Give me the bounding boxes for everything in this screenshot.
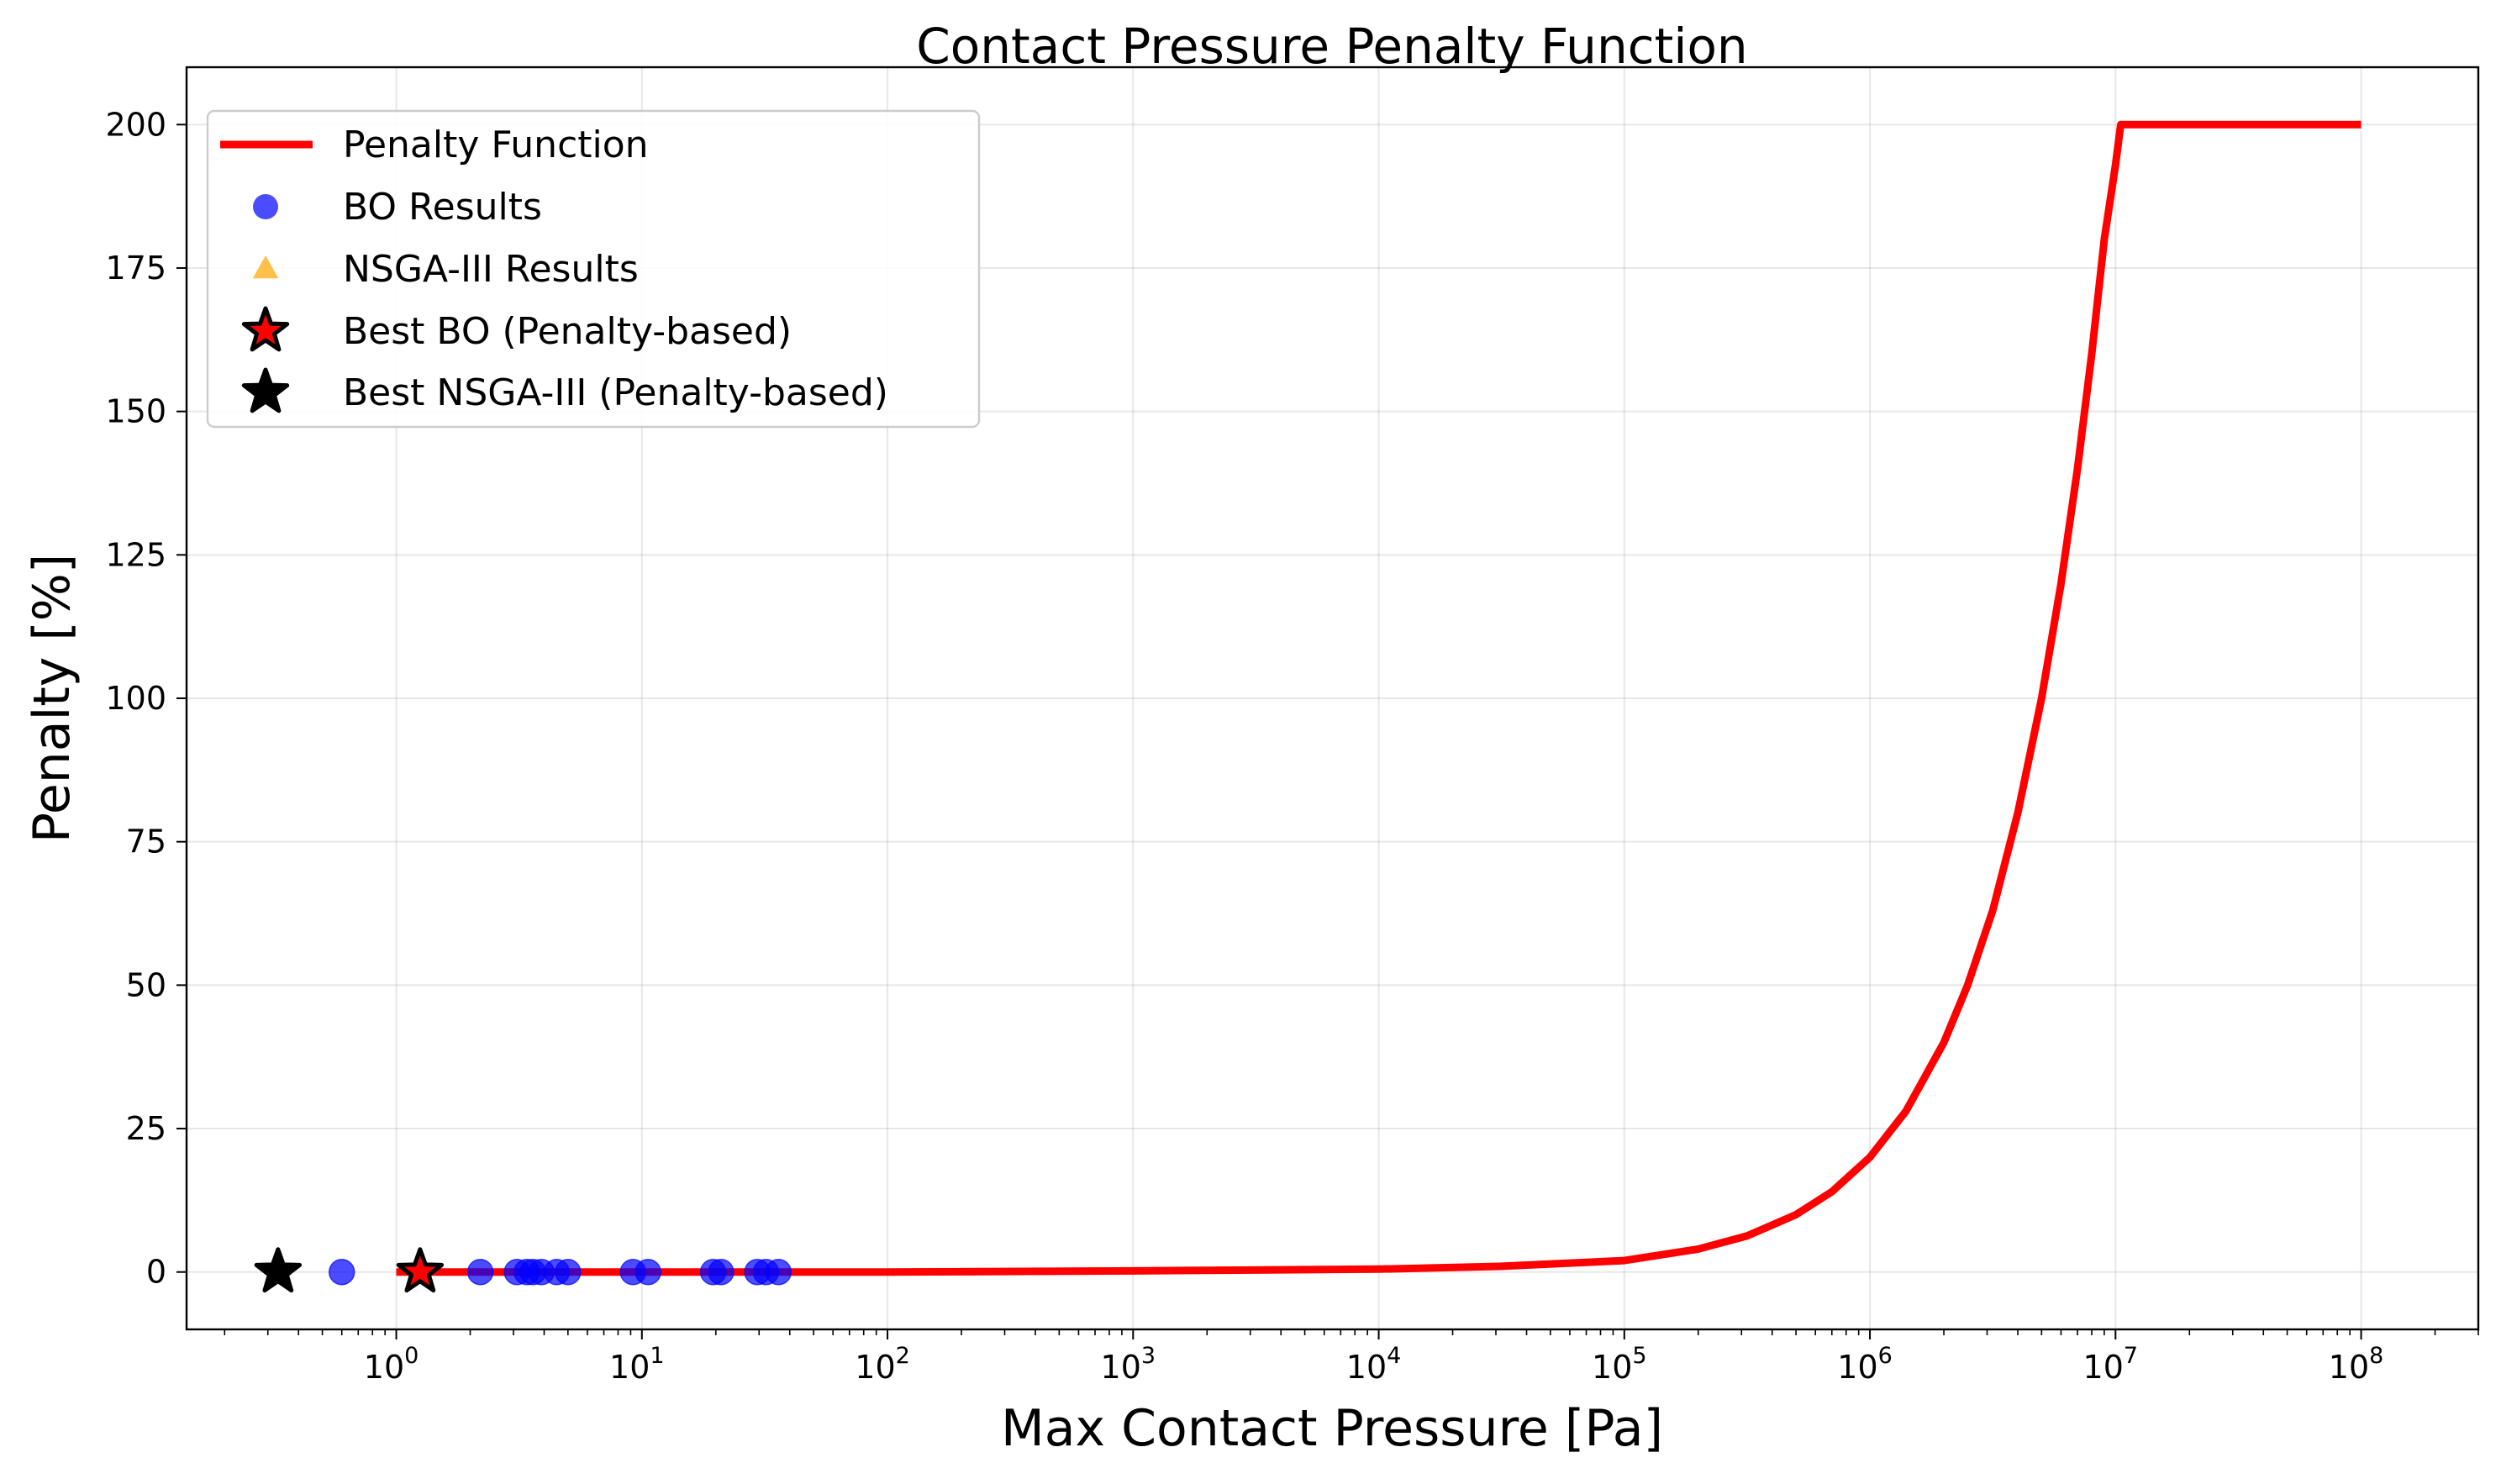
x-tick-label: 108 — [2329, 1343, 2384, 1386]
legend-label: BO Results — [343, 186, 542, 229]
best-bo-star — [396, 1247, 445, 1293]
y-tick-label: 100 — [105, 680, 166, 717]
x-tick-label: 105 — [1592, 1343, 1647, 1386]
legend-triangle-swatch — [252, 255, 279, 279]
legend-label: Penalty Function — [343, 124, 649, 166]
y-tick-label: 125 — [105, 536, 166, 573]
bo-result-point — [466, 1258, 494, 1286]
legend-star-swatch — [241, 306, 290, 352]
y-tick-label: 25 — [126, 1110, 166, 1147]
bo-result-point — [708, 1258, 735, 1286]
y-tick-label: 175 — [105, 250, 166, 287]
legend-label: Best BO (Penalty-based) — [343, 310, 792, 353]
y-tick-label: 50 — [126, 966, 166, 1003]
bo-result-point — [634, 1258, 661, 1286]
legend-label: Best NSGA-III (Penalty-based) — [343, 371, 888, 414]
x-tick-label: 101 — [609, 1343, 665, 1386]
x-tick-label: 102 — [855, 1343, 910, 1386]
x-tick-label: 107 — [2083, 1343, 2139, 1386]
legend-label: NSGA-III Results — [343, 248, 639, 291]
penalty-function-line — [396, 120, 2361, 1276]
bo-result-point — [765, 1258, 792, 1286]
y-tick-label: 200 — [105, 106, 166, 143]
bo-result-point — [555, 1258, 582, 1286]
x-tick-label: 106 — [1837, 1343, 1893, 1386]
legend-frame — [206, 109, 981, 429]
y-tick-label: 0 — [146, 1254, 166, 1291]
chart-title: Contact Pressure Penalty Function — [916, 18, 1747, 75]
x-tick-label: 104 — [1346, 1343, 1402, 1386]
x-tick-label: 103 — [1101, 1343, 1156, 1386]
y-axis-label: Penalty [%] — [23, 554, 82, 843]
x-tick-label: 100 — [364, 1343, 419, 1386]
plot-data — [254, 120, 2361, 1293]
legend: Penalty Function BO Results NSGA-III Resul… — [206, 109, 981, 429]
axis-ticks: 100 101 102 103 104 105 106 107 108 0 25 50 75 100 125… — [105, 106, 2479, 1386]
legend-star-swatch — [241, 367, 290, 413]
y-tick-label: 75 — [126, 824, 166, 860]
x-axis-label: Max Contact Pressure [Pa] — [1001, 1399, 1663, 1458]
y-tick-label: 150 — [105, 393, 166, 430]
best-nsga-star — [254, 1247, 303, 1293]
legend-circle-swatch — [253, 194, 278, 219]
bo-result-point — [328, 1258, 355, 1286]
